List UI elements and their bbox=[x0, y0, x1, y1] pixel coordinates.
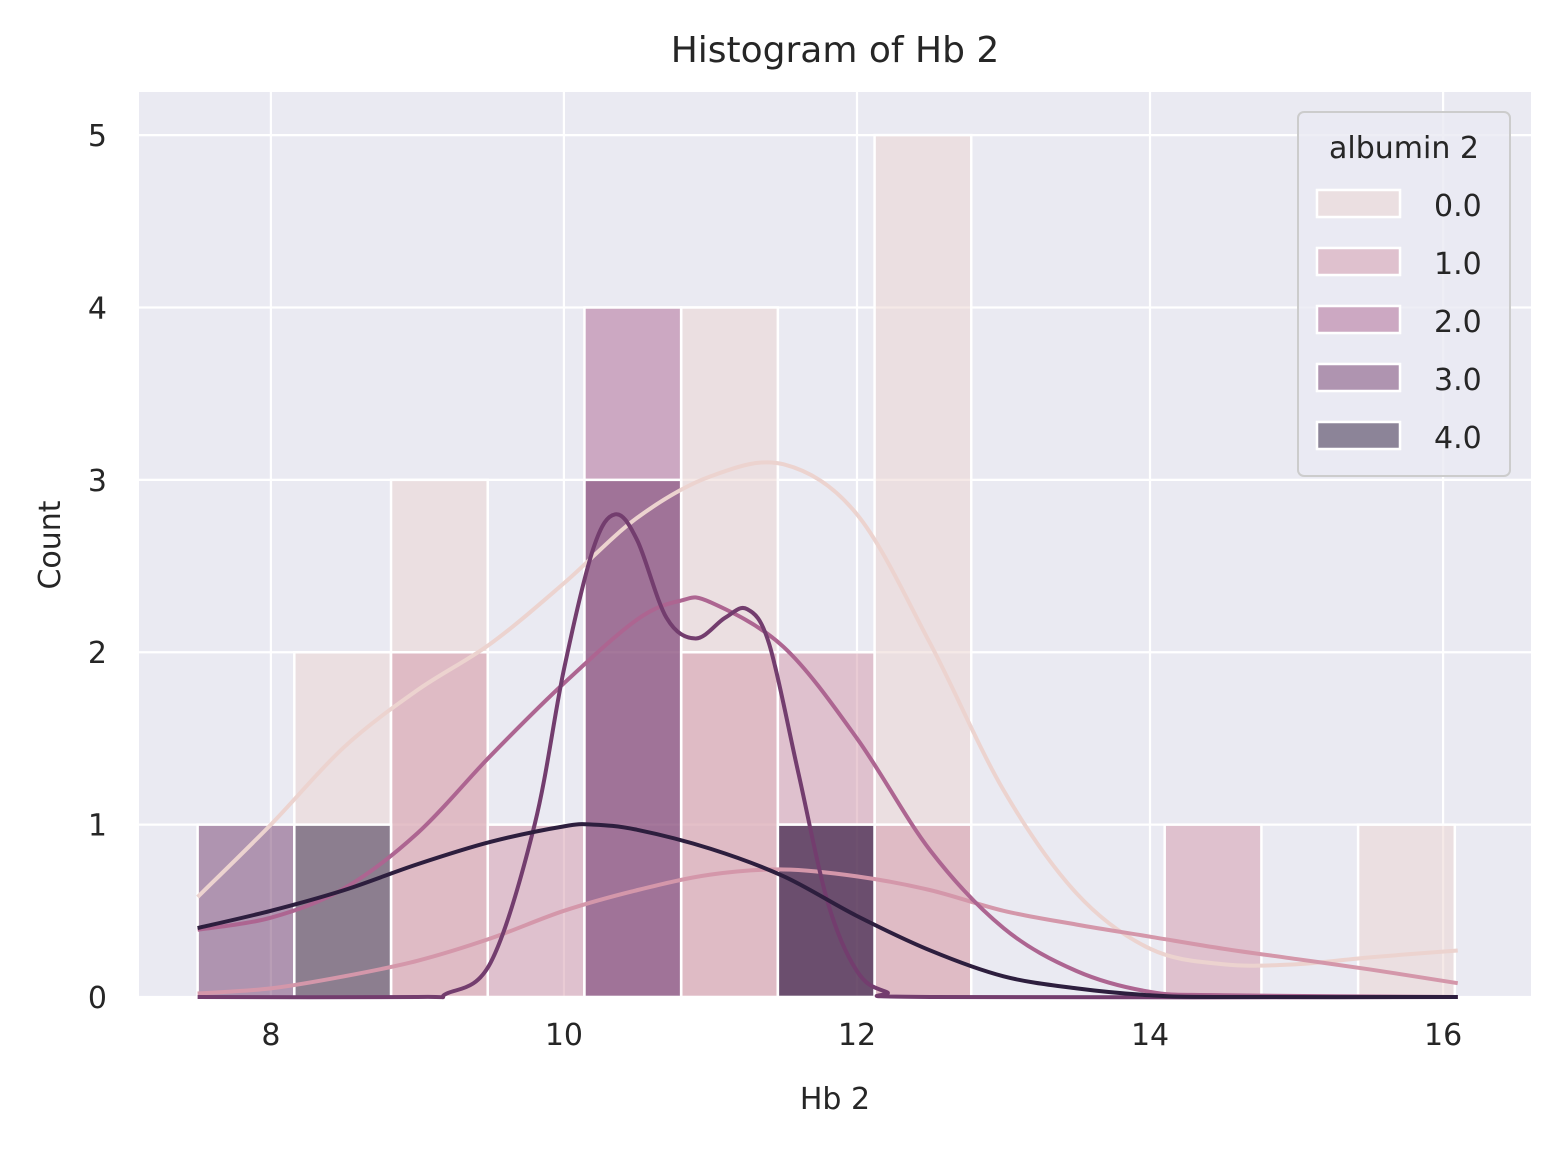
x-tick-label: 10 bbox=[545, 1018, 583, 1053]
legend-label-1-0: 1.0 bbox=[1434, 247, 1482, 282]
x-tick-label: 16 bbox=[1424, 1018, 1462, 1053]
histogram-bar-1-0 bbox=[873, 823, 973, 999]
legend-title: albumin 2 bbox=[1329, 131, 1479, 166]
y-tick-label: 1 bbox=[88, 809, 107, 844]
histogram-bar-4-0 bbox=[776, 823, 876, 999]
legend-swatch-4-0 bbox=[1315, 420, 1402, 451]
chart-title: Histogram of Hb 2 bbox=[671, 30, 1000, 71]
kde-curves bbox=[196, 460, 1459, 1000]
legend: albumin 2 0.0 1.0 2.0 3.0 4.0 bbox=[1297, 111, 1511, 477]
legend-swatch-1-0 bbox=[1315, 246, 1402, 277]
y-tick-label: 0 bbox=[88, 981, 107, 1016]
legend-label-2-0: 2.0 bbox=[1434, 305, 1482, 340]
legend-label-4-0: 4.0 bbox=[1434, 421, 1482, 456]
y-tick-label: 4 bbox=[88, 291, 107, 326]
legend-swatch-0-0 bbox=[1315, 188, 1402, 219]
kde-curve-1-0 bbox=[197, 867, 1459, 996]
histogram-bar-1-0 bbox=[1163, 823, 1263, 999]
kde-curve-3-0 bbox=[197, 512, 1458, 1000]
kde-curve-0-0 bbox=[196, 460, 1458, 968]
histogram-bar-4-0 bbox=[293, 823, 393, 999]
x-axis-label: Hb 2 bbox=[800, 1082, 870, 1117]
legend-label-3-0: 3.0 bbox=[1434, 363, 1482, 398]
y-axis-label: Count bbox=[33, 500, 68, 589]
legend-swatch-2-0 bbox=[1315, 304, 1402, 335]
y-tick-label: 3 bbox=[88, 464, 107, 499]
x-tick-label: 8 bbox=[261, 1018, 280, 1053]
y-tick-label: 2 bbox=[88, 636, 107, 671]
histogram-bars bbox=[196, 133, 1457, 999]
x-tick-label: 14 bbox=[1131, 1018, 1169, 1053]
histogram-bar-3-0 bbox=[583, 478, 683, 999]
y-tick-label: 5 bbox=[88, 119, 107, 154]
kde-curve-2-0 bbox=[197, 595, 1458, 999]
x-tick-label: 12 bbox=[838, 1018, 876, 1053]
legend-label-0-0: 0.0 bbox=[1434, 189, 1482, 224]
legend-swatch-3-0 bbox=[1315, 362, 1402, 393]
legend-items: 0.0 1.0 2.0 3.0 4.0 bbox=[1315, 188, 1482, 456]
kde-curve-4-0 bbox=[197, 822, 1458, 1000]
histogram-bar-1-0 bbox=[679, 650, 780, 999]
